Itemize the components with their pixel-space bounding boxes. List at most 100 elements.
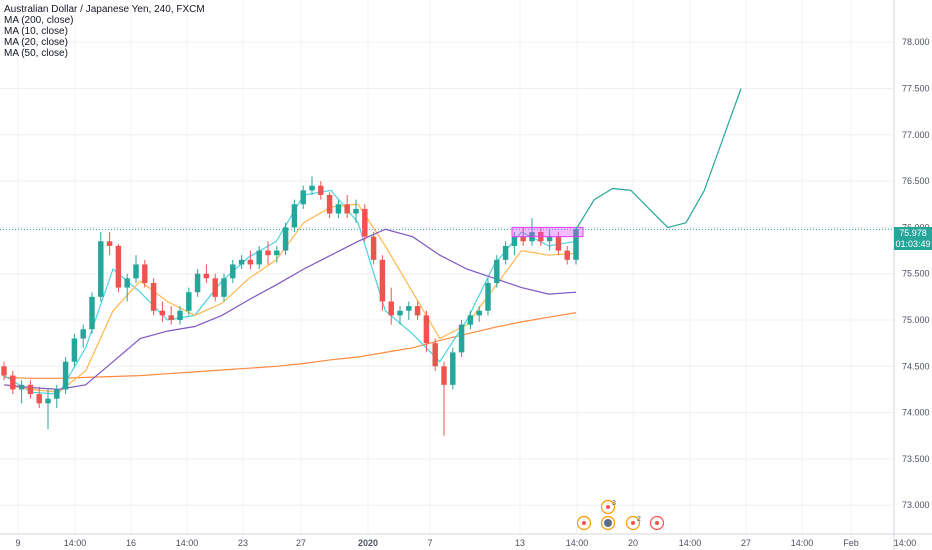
candle-body [476, 310, 482, 316]
candle-body [115, 245, 122, 288]
candle-body [62, 361, 69, 390]
candle-body [423, 315, 430, 344]
indicator-ma10[interactable]: MA (10, close) [4, 26, 68, 37]
candle-body [186, 292, 192, 311]
ma20-line [3, 203, 577, 393]
price-tick-label: 73.500 [902, 454, 930, 464]
economic-event-icon[interactable] [576, 515, 592, 531]
time-tick-label: 14:00 [679, 538, 702, 548]
time-axis: 9 14:00 16 14:00 23 27 2020 7 13 14:00 20 14:00 27 14… [15, 538, 916, 548]
price-tick-label: 75.000 [902, 315, 930, 325]
indicator-ma50[interactable]: MA (50, close) [4, 48, 68, 59]
candle-body [520, 236, 526, 242]
candle-body [71, 338, 78, 362]
candle-body [441, 366, 447, 385]
candle-body [485, 282, 491, 311]
price-tick-label: 77.500 [902, 84, 930, 94]
candle-body [159, 310, 166, 316]
candle-body [18, 384, 25, 390]
candle-body [388, 301, 394, 316]
time-tick-label: 14:00 [64, 538, 87, 548]
candle-body [564, 250, 570, 260]
price-tick-label: 78.000 [902, 37, 930, 47]
time-tick-label: 14:00 [566, 538, 589, 548]
candle-body [150, 282, 157, 311]
ma50-line [3, 228, 577, 391]
candle-body [291, 204, 298, 228]
candle-body [450, 352, 456, 385]
candle-body [89, 296, 95, 330]
candle-body [238, 259, 245, 265]
price-axis: 73.00073.50074.00074.50075.00075.50076.0… [902, 0, 930, 510]
candle-body [335, 204, 342, 214]
candle-body [106, 241, 113, 246]
candle-body [212, 278, 218, 297]
candle-body [124, 278, 130, 288]
candle-body [362, 208, 368, 237]
candle-body [555, 236, 562, 251]
price-tick-label: 73.000 [902, 500, 930, 510]
bar-countdown-label: 01:03:49 [894, 239, 932, 250]
projection-path[interactable] [575, 88, 742, 230]
time-tick-label: 23 [238, 538, 248, 548]
candle-body [370, 236, 377, 260]
price-tick-label: 77.000 [902, 130, 930, 140]
ma200-line [3, 312, 577, 379]
candle-body [168, 315, 174, 320]
candle-body [230, 264, 236, 279]
time-tick-label: 20 [628, 538, 638, 548]
candle-body [432, 343, 438, 367]
candle-body [458, 324, 465, 353]
candle-body [98, 241, 104, 297]
candle-body [194, 273, 201, 293]
candle-body [309, 185, 315, 191]
current-price-label: 75.978 [894, 227, 932, 239]
symbol-title[interactable]: Australian Dollar / Japanese Yen, 240, F… [4, 4, 205, 15]
time-tick-label: 7 [427, 538, 432, 548]
candle-body [467, 315, 474, 325]
candle-body [27, 384, 34, 395]
candle-body [265, 250, 271, 256]
candle-body [300, 190, 306, 205]
price-tick-label: 78.500 [902, 0, 930, 1]
candle-body [414, 306, 421, 316]
event-markers[interactable]: 32 [576, 499, 665, 531]
time-tick-label: Feb [843, 538, 859, 548]
indicator-ma20[interactable]: MA (20, close) [4, 37, 68, 48]
candle-body [379, 259, 386, 302]
candle-body [80, 329, 86, 339]
flag-event-icon[interactable] [600, 515, 616, 531]
candle-body [54, 389, 60, 399]
time-tick-label: 16 [126, 538, 136, 548]
candle-body [177, 310, 183, 320]
moving-averages [3, 189, 577, 395]
time-tick-label: 14:00 [894, 538, 917, 548]
economic-event-icon[interactable] [625, 515, 641, 531]
price-tick-label: 76.500 [902, 176, 930, 186]
candle-body [133, 264, 139, 279]
candle-body [45, 398, 51, 404]
candle-body [546, 236, 553, 242]
candle-body [502, 245, 509, 260]
candlesticks [1, 176, 579, 436]
candle-body [318, 185, 324, 195]
time-tick-label: 27 [741, 538, 751, 548]
economic-event-icon[interactable] [649, 515, 665, 531]
candle-body [494, 259, 500, 283]
chart-legend: Australian Dollar / Japanese Yen, 240, F… [4, 4, 205, 59]
event-count: 2 [637, 516, 641, 523]
time-tick-label: 2020 [358, 538, 378, 548]
time-tick-label: 9 [15, 538, 20, 548]
indicator-ma200[interactable]: MA (200, close) [4, 15, 74, 26]
candle-body [36, 394, 42, 404]
time-tick-label: 27 [296, 538, 306, 548]
economic-event-icon[interactable] [600, 499, 616, 515]
drawings[interactable] [511, 88, 742, 238]
candle-body [511, 236, 518, 246]
candle-body [256, 250, 262, 265]
candle-body [397, 310, 403, 316]
resistance-zone[interactable] [511, 226, 584, 238]
candle-body [1, 366, 7, 376]
